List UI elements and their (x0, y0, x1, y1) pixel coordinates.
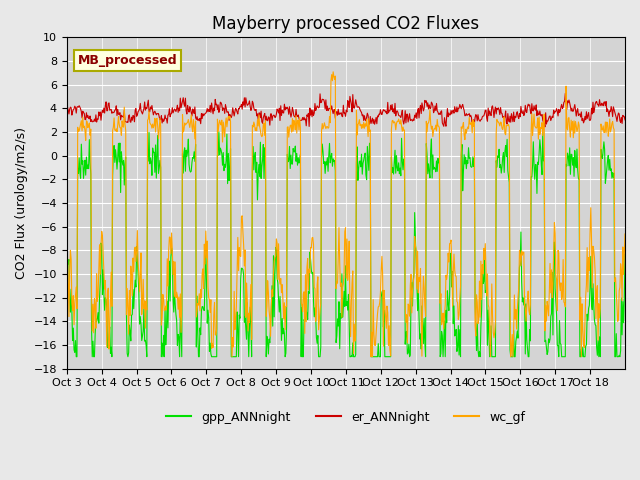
gpp_ANNnight (63, 239, 70, 244)
er_ANNnight (435, 111, 442, 117)
wc_gf (621, 231, 629, 237)
wc_gf (129, 293, 136, 299)
wc_gf (232, 317, 239, 323)
er_ANNnight (621, 117, 629, 123)
wc_gf (436, 300, 444, 306)
wc_gf (63, 227, 70, 232)
wc_gf (259, 121, 267, 127)
Line: gpp_ANNnight: gpp_ANNnight (67, 132, 625, 357)
gpp_ANNnight (232, 354, 240, 360)
er_ANNnight (280, 110, 287, 116)
er_ANNnight (404, 111, 412, 117)
wc_gf (228, 354, 236, 360)
Y-axis label: CO2 Flux (urology/m2/s): CO2 Flux (urology/m2/s) (15, 127, 28, 279)
er_ANNnight (63, 114, 70, 120)
er_ANNnight (129, 118, 136, 123)
Legend: gpp_ANNnight, er_ANNnight, wc_gf: gpp_ANNnight, er_ANNnight, wc_gf (161, 406, 531, 429)
gpp_ANNnight (260, 176, 268, 181)
er_ANNnight (561, 90, 569, 96)
wc_gf (330, 69, 337, 75)
er_ANNnight (231, 109, 239, 115)
gpp_ANNnight (436, 354, 444, 360)
er_ANNnight (259, 120, 266, 126)
Line: wc_gf: wc_gf (67, 72, 625, 357)
gpp_ANNnight (72, 354, 80, 360)
gpp_ANNnight (215, 129, 223, 135)
gpp_ANNnight (621, 252, 629, 257)
gpp_ANNnight (281, 354, 289, 360)
gpp_ANNnight (405, 341, 413, 347)
wc_gf (280, 300, 288, 306)
gpp_ANNnight (129, 287, 137, 292)
Title: Mayberry processed CO2 Fluxes: Mayberry processed CO2 Fluxes (212, 15, 479, 33)
wc_gf (405, 302, 413, 308)
er_ANNnight (541, 124, 548, 130)
Text: MB_processed: MB_processed (78, 54, 177, 67)
Line: er_ANNnight: er_ANNnight (67, 93, 625, 127)
